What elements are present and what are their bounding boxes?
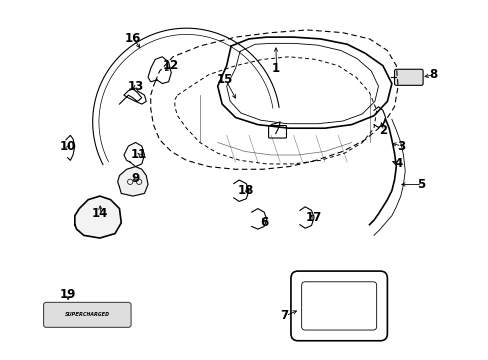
Text: 16: 16: [124, 32, 141, 45]
Text: 11: 11: [131, 148, 147, 162]
Polygon shape: [118, 167, 148, 196]
Text: 17: 17: [305, 211, 322, 224]
FancyBboxPatch shape: [268, 126, 286, 138]
FancyBboxPatch shape: [301, 282, 376, 330]
Text: 13: 13: [127, 80, 143, 93]
Text: 5: 5: [416, 178, 425, 191]
Text: 15: 15: [216, 73, 233, 86]
Text: 7: 7: [280, 309, 288, 322]
Text: 2: 2: [378, 125, 386, 138]
Text: SUPERCHARGED: SUPERCHARGED: [65, 312, 110, 318]
Text: 3: 3: [396, 140, 404, 153]
Polygon shape: [75, 196, 121, 238]
FancyBboxPatch shape: [43, 302, 131, 327]
Text: 19: 19: [60, 288, 76, 301]
Text: 12: 12: [163, 59, 179, 72]
Text: 9: 9: [131, 172, 140, 185]
FancyBboxPatch shape: [290, 271, 386, 341]
Text: 4: 4: [393, 157, 402, 170]
FancyBboxPatch shape: [394, 69, 422, 85]
Text: 10: 10: [60, 140, 76, 153]
Text: 1: 1: [271, 62, 279, 75]
Text: 8: 8: [429, 68, 437, 81]
Text: 6: 6: [260, 216, 268, 229]
Text: 14: 14: [91, 207, 108, 220]
Text: 18: 18: [238, 184, 254, 197]
